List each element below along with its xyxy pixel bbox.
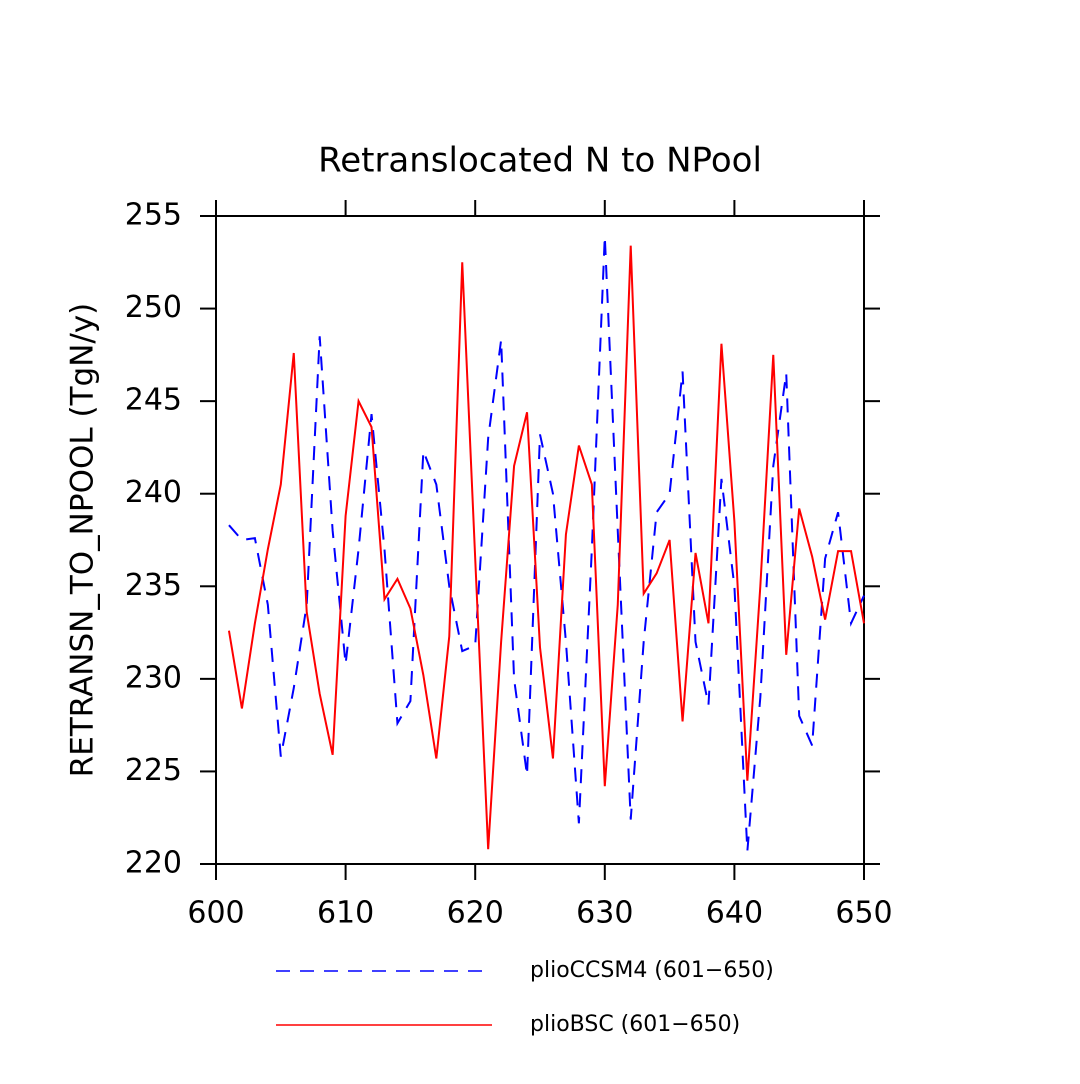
y-tick-label: 245	[125, 383, 182, 418]
y-tick-label: 230	[125, 660, 182, 695]
y-tick-label: 240	[125, 475, 182, 510]
y-tick-label: 220	[125, 846, 182, 881]
legend-label: plioBSC (601−650)	[530, 1012, 740, 1037]
y-tick-label: 250	[125, 290, 182, 325]
series-line	[228, 236, 865, 852]
x-tick-label: 640	[706, 896, 763, 931]
y-tick-label: 255	[125, 198, 182, 233]
y-tick-label: 225	[125, 753, 182, 788]
x-tick-label: 620	[447, 896, 504, 931]
x-tick-label: 610	[317, 896, 374, 931]
chart-title: Retranslocated N to NPool	[318, 141, 762, 181]
series-line	[227, 245, 865, 850]
x-tick-label: 630	[576, 896, 633, 931]
plot-frame	[215, 215, 865, 865]
y-tick-label: 235	[125, 568, 182, 603]
legend-label: plioCCSM4 (601−650)	[530, 958, 774, 983]
y-axis-label: RETRANSN_TO_NPOOL (TgN/y)	[65, 303, 101, 778]
x-tick-label: 600	[187, 896, 244, 931]
x-tick-label: 650	[835, 896, 892, 931]
